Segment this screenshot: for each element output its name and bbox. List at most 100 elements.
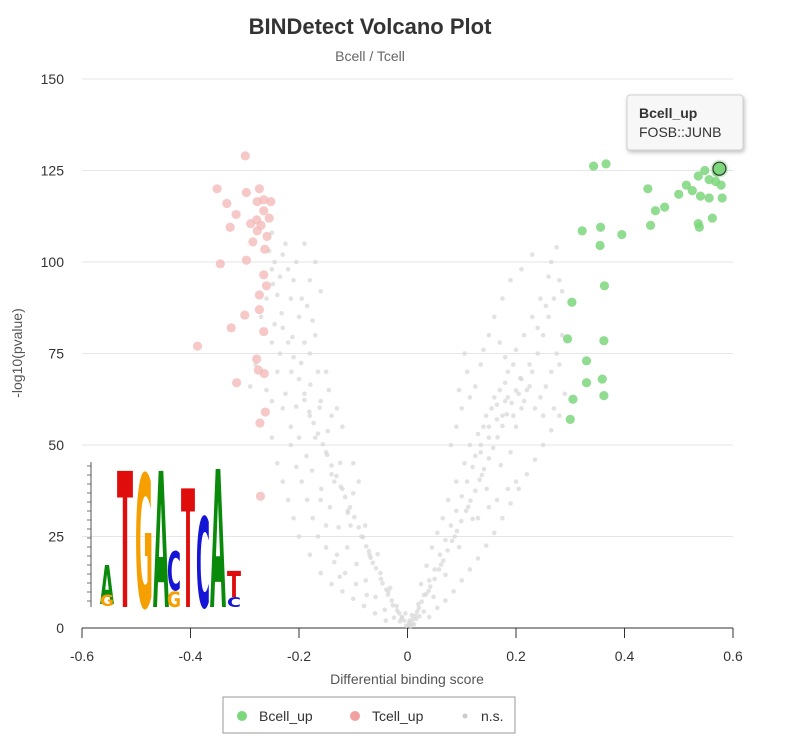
- point-ns[interactable]: [323, 523, 329, 528]
- point-ns[interactable]: [465, 504, 471, 510]
- point-ns[interactable]: [327, 504, 333, 510]
- point-ns[interactable]: [293, 259, 299, 265]
- point-ns[interactable]: [401, 618, 407, 623]
- point-ns[interactable]: [426, 614, 432, 620]
- point-tcell-up[interactable]: [212, 184, 222, 194]
- point-ns[interactable]: [342, 570, 348, 576]
- point-ns[interactable]: [307, 552, 313, 558]
- point-ns[interactable]: [391, 615, 397, 621]
- point-ns[interactable]: [505, 395, 511, 400]
- point-ns[interactable]: [280, 252, 286, 257]
- point-ns[interactable]: [334, 473, 339, 479]
- point-ns[interactable]: [277, 274, 283, 279]
- point-ns[interactable]: [483, 543, 489, 548]
- point-ns[interactable]: [459, 493, 465, 499]
- point-ns[interactable]: [290, 334, 295, 340]
- point-ns[interactable]: [432, 567, 437, 572]
- point-ns[interactable]: [307, 278, 313, 283]
- point-ns[interactable]: [317, 405, 322, 410]
- point-ns[interactable]: [443, 537, 448, 543]
- point-ns[interactable]: [559, 288, 565, 294]
- point-bcell-up[interactable]: [681, 180, 691, 190]
- point-ns[interactable]: [473, 488, 478, 494]
- point-ns[interactable]: [478, 442, 484, 448]
- point-ns[interactable]: [449, 538, 455, 544]
- point-ns[interactable]: [492, 530, 497, 536]
- point-ns[interactable]: [312, 332, 318, 338]
- point-bcell-up[interactable]: [562, 334, 573, 344]
- point-tcell-up[interactable]: [252, 354, 262, 364]
- point-ns[interactable]: [247, 384, 253, 389]
- point-ns[interactable]: [437, 552, 443, 558]
- point-ns[interactable]: [304, 303, 310, 309]
- point-tcell-up[interactable]: [259, 270, 269, 280]
- point-ns[interactable]: [310, 515, 315, 521]
- point-ns[interactable]: [342, 494, 348, 500]
- point-ns[interactable]: [340, 486, 345, 492]
- point-ns[interactable]: [291, 354, 296, 360]
- point-ns[interactable]: [318, 398, 324, 404]
- point-ns[interactable]: [378, 576, 384, 582]
- point-bcell-up[interactable]: [717, 193, 727, 203]
- point-bcell-up[interactable]: [565, 414, 575, 424]
- point-ns[interactable]: [505, 486, 511, 492]
- point-ns[interactable]: [394, 603, 399, 609]
- point-ns[interactable]: [361, 603, 367, 609]
- point-ns[interactable]: [414, 609, 420, 614]
- point-ns[interactable]: [285, 340, 291, 345]
- point-bcell-up[interactable]: [596, 222, 606, 232]
- point-bcell-up[interactable]: [617, 229, 627, 240]
- point-ns[interactable]: [492, 314, 497, 320]
- point-ns[interactable]: [540, 442, 546, 448]
- point-ns[interactable]: [462, 351, 467, 356]
- point-ns[interactable]: [448, 442, 454, 448]
- point-ns[interactable]: [312, 435, 318, 440]
- point-ns[interactable]: [397, 611, 402, 616]
- point-ns[interactable]: [445, 548, 450, 553]
- point-ns[interactable]: [280, 406, 286, 411]
- point-ns[interactable]: [551, 406, 557, 411]
- point-ns[interactable]: [285, 267, 291, 272]
- point-ns[interactable]: [264, 296, 269, 301]
- point-ns[interactable]: [527, 362, 532, 367]
- point-ns[interactable]: [302, 397, 307, 403]
- point-ns[interactable]: [390, 603, 396, 608]
- point-ns[interactable]: [298, 360, 304, 366]
- point-tcell-up[interactable]: [259, 206, 269, 216]
- point-ns[interactable]: [483, 413, 489, 419]
- point-ns[interactable]: [323, 369, 329, 375]
- point-ns[interactable]: [486, 456, 492, 461]
- point-ns[interactable]: [481, 424, 486, 430]
- point-ns[interactable]: [543, 384, 549, 389]
- point-ns[interactable]: [417, 613, 422, 619]
- point-ns[interactable]: [462, 461, 467, 466]
- point-ns[interactable]: [546, 274, 551, 279]
- legend-item-bcell-up[interactable]: Bcell_up: [237, 708, 313, 724]
- point-ns[interactable]: [445, 497, 451, 503]
- point-ns[interactable]: [397, 619, 403, 624]
- point-ns[interactable]: [354, 561, 359, 567]
- point-ns[interactable]: [484, 486, 490, 492]
- point-ns[interactable]: [477, 477, 482, 483]
- point-ns[interactable]: [490, 445, 496, 451]
- point-ns[interactable]: [269, 267, 275, 272]
- point-ns[interactable]: [299, 479, 305, 484]
- point-ns[interactable]: [452, 534, 457, 539]
- point-ns[interactable]: [352, 514, 357, 520]
- point-ns[interactable]: [407, 618, 412, 623]
- point-ns[interactable]: [413, 616, 419, 622]
- point-ns[interactable]: [283, 241, 288, 246]
- point-ns[interactable]: [302, 340, 307, 345]
- point-ns[interactable]: [540, 332, 546, 338]
- point-ns[interactable]: [283, 391, 288, 397]
- point-ns[interactable]: [489, 406, 494, 411]
- point-ns[interactable]: [424, 563, 429, 569]
- point-ns[interactable]: [494, 497, 500, 503]
- point-ns[interactable]: [337, 460, 343, 466]
- point-bcell-up[interactable]: [643, 184, 653, 194]
- point-ns[interactable]: [296, 534, 302, 539]
- point-ns[interactable]: [441, 558, 446, 563]
- point-ns[interactable]: [378, 570, 383, 576]
- point-ns[interactable]: [454, 424, 459, 430]
- point-ns[interactable]: [505, 369, 511, 375]
